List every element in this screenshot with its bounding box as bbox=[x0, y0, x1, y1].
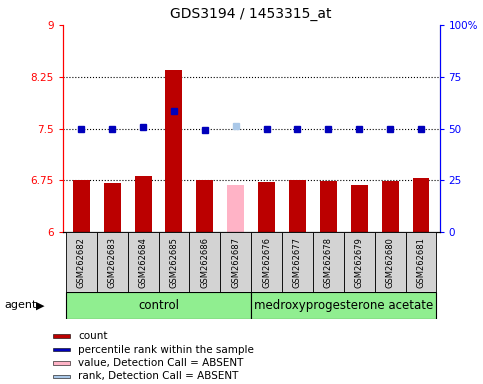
Bar bbox=[375, 232, 406, 292]
Text: GSM262685: GSM262685 bbox=[170, 237, 178, 288]
Text: ▶: ▶ bbox=[36, 300, 45, 310]
Bar bbox=[351, 185, 368, 232]
Text: GSM262681: GSM262681 bbox=[416, 237, 426, 288]
Text: rank, Detection Call = ABSENT: rank, Detection Call = ABSENT bbox=[78, 371, 239, 381]
Bar bbox=[104, 182, 121, 232]
Bar bbox=[227, 185, 244, 232]
Text: GSM262682: GSM262682 bbox=[77, 237, 86, 288]
Bar bbox=[258, 182, 275, 232]
Bar bbox=[406, 232, 437, 292]
Text: GSM262679: GSM262679 bbox=[355, 237, 364, 288]
Bar bbox=[412, 179, 429, 232]
Bar bbox=[53, 375, 70, 378]
Bar bbox=[320, 181, 337, 232]
Bar bbox=[66, 232, 97, 292]
Bar bbox=[135, 175, 152, 232]
Bar bbox=[220, 232, 251, 292]
Text: agent: agent bbox=[5, 300, 37, 310]
Text: control: control bbox=[138, 299, 179, 312]
Bar bbox=[344, 232, 375, 292]
Bar bbox=[73, 180, 90, 232]
Bar bbox=[251, 292, 437, 319]
Text: percentile rank within the sample: percentile rank within the sample bbox=[78, 344, 254, 354]
Bar bbox=[97, 232, 128, 292]
Bar bbox=[158, 232, 189, 292]
Text: value, Detection Call = ABSENT: value, Detection Call = ABSENT bbox=[78, 358, 243, 368]
Text: GSM262687: GSM262687 bbox=[231, 237, 240, 288]
Bar bbox=[382, 181, 398, 232]
Bar bbox=[53, 334, 70, 338]
Bar bbox=[66, 292, 251, 319]
Bar bbox=[128, 232, 158, 292]
Bar bbox=[53, 361, 70, 364]
Bar bbox=[197, 180, 213, 232]
Text: GSM262680: GSM262680 bbox=[385, 237, 395, 288]
Title: GDS3194 / 1453315_at: GDS3194 / 1453315_at bbox=[170, 7, 332, 21]
Bar bbox=[282, 232, 313, 292]
Text: medroxyprogesterone acetate: medroxyprogesterone acetate bbox=[254, 299, 433, 312]
Bar bbox=[313, 232, 344, 292]
Text: count: count bbox=[78, 331, 108, 341]
Bar bbox=[251, 232, 282, 292]
Text: GSM262676: GSM262676 bbox=[262, 237, 271, 288]
Bar bbox=[166, 70, 183, 232]
Bar bbox=[53, 348, 70, 351]
Text: GSM262684: GSM262684 bbox=[139, 237, 148, 288]
Bar bbox=[289, 180, 306, 232]
Text: GSM262677: GSM262677 bbox=[293, 237, 302, 288]
Text: GSM262683: GSM262683 bbox=[108, 237, 117, 288]
Bar bbox=[189, 232, 220, 292]
Text: GSM262686: GSM262686 bbox=[200, 237, 209, 288]
Text: GSM262678: GSM262678 bbox=[324, 237, 333, 288]
